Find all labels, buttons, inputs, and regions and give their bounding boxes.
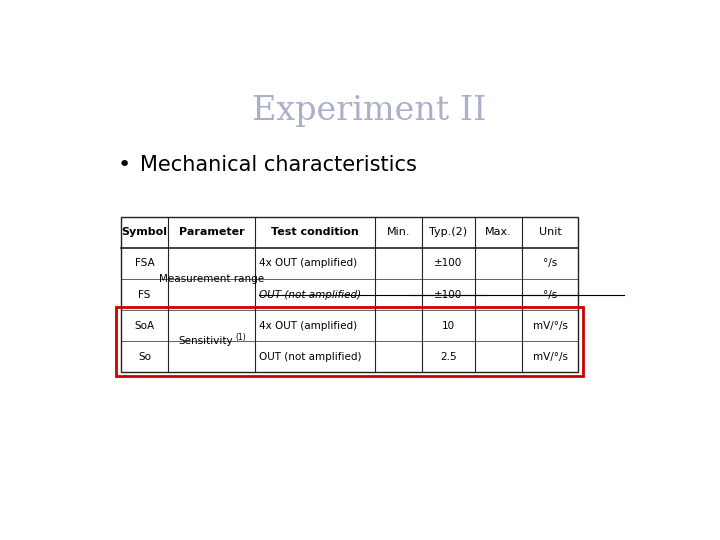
Text: (1): (1) — [235, 333, 246, 342]
Text: SoA: SoA — [135, 321, 155, 330]
Bar — [121, 217, 578, 373]
Text: Typ.(2): Typ.(2) — [429, 227, 467, 237]
Text: Sensitivity: Sensitivity — [179, 336, 233, 346]
Text: So: So — [138, 352, 151, 362]
Text: 4x OUT (amplified): 4x OUT (amplified) — [258, 321, 356, 330]
Bar — [116, 307, 582, 376]
Text: Experiment II: Experiment II — [252, 94, 486, 126]
Text: Unit: Unit — [539, 227, 562, 237]
Text: 2.5: 2.5 — [440, 352, 456, 362]
Text: °/s: °/s — [543, 258, 557, 268]
Text: Parameter: Parameter — [179, 227, 244, 237]
Text: mV/°/s: mV/°/s — [533, 321, 568, 330]
Text: Measurement range: Measurement range — [159, 274, 264, 284]
Text: ±100: ±100 — [434, 258, 463, 268]
Text: Min.: Min. — [387, 227, 410, 237]
Text: FSA: FSA — [135, 258, 154, 268]
Text: ±100: ±100 — [434, 289, 463, 300]
Text: FS: FS — [138, 289, 150, 300]
Text: OUT (not amplified): OUT (not amplified) — [258, 352, 361, 362]
Text: 10: 10 — [442, 321, 455, 330]
Text: Test condition: Test condition — [271, 227, 359, 237]
Text: °/s: °/s — [543, 289, 557, 300]
Text: mV/°/s: mV/°/s — [533, 352, 568, 362]
Text: 4x OUT (amplified): 4x OUT (amplified) — [258, 258, 356, 268]
Text: Mechanical characteristics: Mechanical characteristics — [140, 154, 417, 174]
Text: •: • — [118, 154, 131, 174]
Text: Symbol: Symbol — [122, 227, 168, 237]
Text: Max.: Max. — [485, 227, 512, 237]
Text: OUT (not amplified): OUT (not amplified) — [258, 289, 361, 300]
